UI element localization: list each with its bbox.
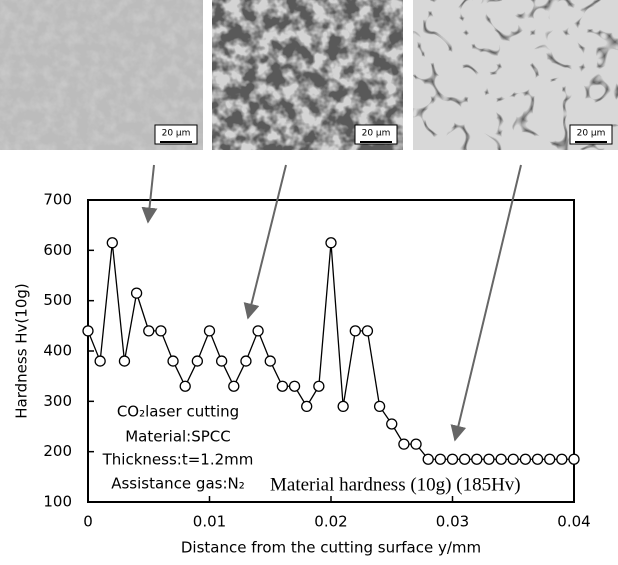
data-point xyxy=(179,380,191,392)
data-point xyxy=(483,453,495,465)
annotation: Thickness:t=1.2mm xyxy=(102,451,254,469)
y-tick-label: 700 xyxy=(43,191,72,209)
data-point xyxy=(386,418,398,430)
x-tick-label: 0.03 xyxy=(436,513,469,531)
data-point xyxy=(155,325,167,337)
y-tick-label: 500 xyxy=(43,291,72,309)
x-tick-label: 0 xyxy=(83,513,93,531)
y-tick-label: 200 xyxy=(43,442,72,460)
data-point xyxy=(446,453,459,465)
data-point xyxy=(143,325,155,337)
data-point xyxy=(568,453,580,465)
x-tick-label: 0.02 xyxy=(314,513,347,531)
data-point xyxy=(82,325,94,337)
data-point xyxy=(471,453,483,465)
data-point xyxy=(276,380,289,392)
x-axis-label: Distance from the cutting surface y/mm xyxy=(181,539,481,557)
arrows xyxy=(141,164,522,442)
data-point xyxy=(215,355,228,367)
data-point xyxy=(252,325,264,337)
annotation: Material:SPCC xyxy=(125,428,231,446)
data-point xyxy=(422,453,434,465)
data-point xyxy=(361,325,374,337)
data-point xyxy=(94,355,106,367)
y-tick-label: 300 xyxy=(43,392,72,410)
x-tick-label: 0.04 xyxy=(557,513,590,531)
data-point xyxy=(519,453,532,465)
y-tick-label: 400 xyxy=(43,342,72,360)
data-point xyxy=(349,325,361,337)
data-point xyxy=(118,355,131,367)
data-point xyxy=(167,355,179,367)
y-tick-label: 600 xyxy=(43,241,72,259)
x-tick-label: 0.01 xyxy=(193,513,226,531)
data-point xyxy=(228,380,240,392)
micrographs: 20 μm 20 μm 20 μm xyxy=(0,0,618,150)
data-point xyxy=(398,438,410,450)
data-point xyxy=(434,453,447,465)
data-point xyxy=(203,325,216,337)
data-point xyxy=(531,453,544,465)
y-tick-label: 100 xyxy=(43,493,72,511)
data-point xyxy=(507,453,519,465)
data-point xyxy=(373,400,386,413)
scale-label: 20 μm xyxy=(577,129,606,139)
data-point xyxy=(288,380,301,392)
data-point xyxy=(556,453,568,465)
data-point xyxy=(191,355,204,367)
data-point xyxy=(264,355,276,367)
data-point xyxy=(337,400,349,413)
data-point xyxy=(130,287,143,299)
hardness-note: Material hardness (10g) (185Hv) xyxy=(270,474,521,495)
data-point xyxy=(458,453,471,465)
data-point xyxy=(301,400,313,413)
data-point xyxy=(544,453,556,465)
y-axis-label: Hardness Hv(10g) xyxy=(13,283,31,419)
scale-label: 20 μm xyxy=(162,129,191,139)
annotation: Assistance gas:N₂ xyxy=(111,475,245,493)
data-point xyxy=(106,237,118,249)
data-point xyxy=(325,237,337,249)
data-point xyxy=(495,453,507,465)
data-point xyxy=(410,438,422,450)
data-point xyxy=(240,355,252,367)
scale-label: 20 μm xyxy=(362,129,391,139)
data-point xyxy=(313,380,325,392)
annotation: CO₂laser cutting xyxy=(117,403,239,421)
